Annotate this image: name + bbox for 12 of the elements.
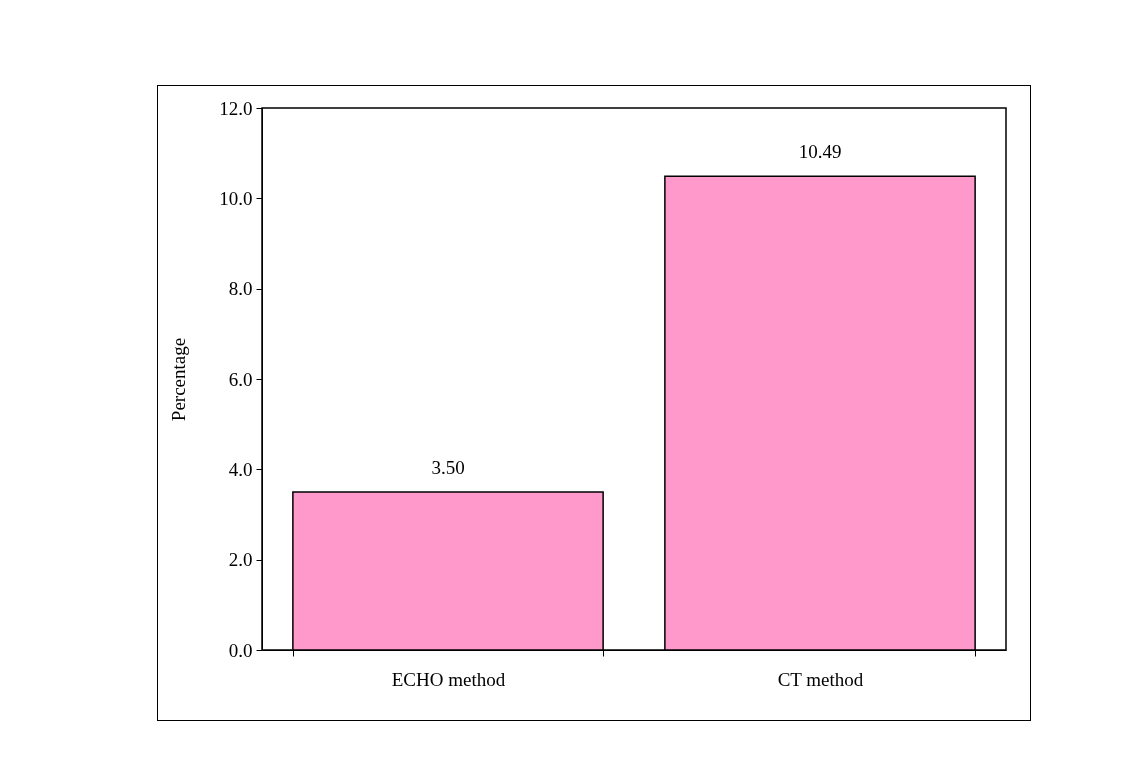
x-tick-label: CT method: [777, 668, 864, 690]
y-axis-title: Percentage: [168, 337, 190, 422]
y-tick-label: 0.0: [228, 639, 253, 661]
y-tick-label: 12.0: [219, 97, 253, 119]
y-tick-label: 8.0: [228, 278, 253, 300]
y-tick-label: 6.0: [228, 368, 253, 390]
y-tick-label: 4.0: [228, 458, 253, 480]
y-tick-label: 10.0: [219, 187, 253, 209]
x-tick-label: ECHO method: [391, 668, 506, 690]
y-tick-label: 2.0: [228, 549, 253, 571]
data-label: 10.49: [798, 141, 842, 163]
data-label: 3.50: [431, 456, 465, 478]
